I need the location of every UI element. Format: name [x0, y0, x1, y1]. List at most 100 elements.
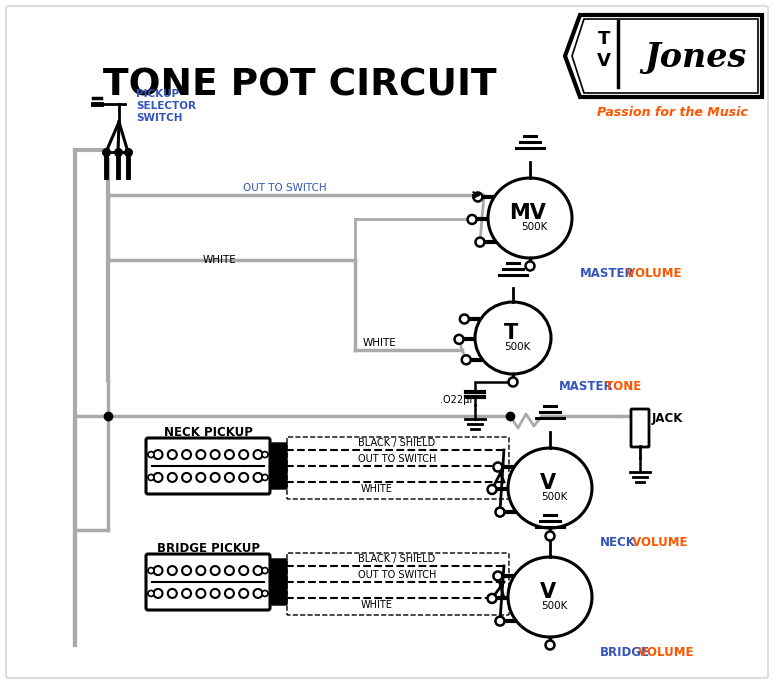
Circle shape — [225, 450, 234, 459]
Text: PICKUP: PICKUP — [136, 89, 179, 99]
Circle shape — [196, 450, 205, 459]
Ellipse shape — [508, 448, 592, 528]
Circle shape — [196, 473, 205, 482]
Circle shape — [467, 215, 477, 224]
Text: 500K: 500K — [521, 222, 547, 232]
Text: SELECTOR: SELECTOR — [136, 101, 196, 111]
Circle shape — [487, 485, 497, 494]
Text: BLACK / SHIELD: BLACK / SHIELD — [358, 554, 436, 564]
Text: OUT TO SWITCH: OUT TO SWITCH — [358, 454, 436, 464]
Circle shape — [148, 451, 154, 458]
Circle shape — [460, 315, 469, 324]
Circle shape — [474, 192, 482, 201]
Text: .O22μF: .O22μF — [439, 395, 474, 405]
Text: V: V — [540, 473, 556, 493]
Text: WHITE: WHITE — [361, 484, 393, 494]
Circle shape — [153, 566, 163, 575]
Circle shape — [475, 238, 484, 247]
Circle shape — [495, 617, 505, 626]
Circle shape — [196, 566, 205, 575]
Circle shape — [239, 566, 248, 575]
Circle shape — [546, 640, 554, 649]
Text: NECK: NECK — [600, 537, 636, 550]
Text: Passion for the Music: Passion for the Music — [597, 106, 747, 118]
Circle shape — [225, 589, 234, 598]
Text: OUT TO SWITCH: OUT TO SWITCH — [243, 183, 327, 193]
Text: NECK PICKUP: NECK PICKUP — [164, 425, 253, 438]
Circle shape — [182, 589, 191, 598]
Text: VOLUME: VOLUME — [628, 537, 687, 550]
Text: TONE POT CIRCUIT: TONE POT CIRCUIT — [103, 67, 497, 103]
Circle shape — [508, 377, 518, 387]
Circle shape — [225, 473, 234, 482]
Text: 500K: 500K — [504, 342, 530, 352]
Text: V: V — [540, 582, 556, 602]
Polygon shape — [565, 15, 762, 97]
Circle shape — [262, 475, 268, 480]
Circle shape — [167, 566, 177, 575]
Text: VOLUME: VOLUME — [622, 267, 681, 280]
Circle shape — [148, 567, 154, 574]
Circle shape — [494, 572, 502, 581]
Circle shape — [495, 508, 505, 517]
Circle shape — [148, 475, 154, 480]
Text: SWITCH: SWITCH — [136, 113, 182, 123]
Circle shape — [262, 567, 268, 574]
Ellipse shape — [508, 557, 592, 637]
Text: T: T — [598, 30, 610, 48]
Polygon shape — [572, 19, 758, 93]
Circle shape — [225, 566, 234, 575]
Text: V: V — [597, 52, 611, 70]
Circle shape — [487, 594, 497, 603]
Circle shape — [253, 473, 263, 482]
Text: OUT TO SWITCH: OUT TO SWITCH — [358, 570, 436, 580]
FancyBboxPatch shape — [631, 409, 649, 447]
Circle shape — [182, 473, 191, 482]
Text: MV: MV — [510, 203, 546, 223]
Text: JACK: JACK — [652, 412, 684, 425]
Ellipse shape — [475, 302, 551, 374]
Text: T: T — [504, 323, 518, 343]
Text: 500K: 500K — [541, 601, 567, 611]
Text: BRIDGE PICKUP: BRIDGE PICKUP — [157, 541, 260, 554]
Circle shape — [211, 566, 219, 575]
Text: BLACK / SHIELD: BLACK / SHIELD — [358, 438, 436, 448]
Circle shape — [182, 450, 191, 459]
FancyBboxPatch shape — [6, 6, 768, 678]
Text: Jones: Jones — [644, 41, 746, 74]
Circle shape — [525, 262, 535, 271]
Text: TONE: TONE — [601, 379, 641, 392]
Circle shape — [167, 450, 177, 459]
FancyBboxPatch shape — [146, 554, 270, 610]
Text: BRIDGE: BRIDGE — [600, 646, 650, 659]
Circle shape — [239, 450, 248, 459]
Circle shape — [153, 450, 163, 459]
Circle shape — [167, 473, 177, 482]
Text: WHITE: WHITE — [361, 600, 393, 610]
Circle shape — [253, 566, 263, 575]
Text: VOLUME: VOLUME — [634, 646, 694, 659]
Circle shape — [262, 590, 268, 596]
Circle shape — [546, 532, 554, 541]
Circle shape — [148, 590, 154, 596]
Ellipse shape — [488, 178, 572, 258]
Circle shape — [253, 450, 263, 459]
FancyBboxPatch shape — [271, 559, 287, 605]
Circle shape — [253, 589, 263, 598]
FancyBboxPatch shape — [271, 443, 287, 489]
Circle shape — [239, 589, 248, 598]
Circle shape — [462, 355, 470, 364]
Text: WHITE: WHITE — [203, 255, 237, 265]
Text: MASTER: MASTER — [580, 267, 635, 280]
Text: WHITE: WHITE — [363, 338, 397, 348]
Circle shape — [196, 589, 205, 598]
Circle shape — [494, 462, 502, 471]
Circle shape — [211, 473, 219, 482]
Circle shape — [153, 589, 163, 598]
Text: MASTER: MASTER — [559, 379, 614, 392]
Circle shape — [167, 589, 177, 598]
Circle shape — [262, 451, 268, 458]
Circle shape — [211, 450, 219, 459]
Circle shape — [153, 473, 163, 482]
Circle shape — [182, 566, 191, 575]
